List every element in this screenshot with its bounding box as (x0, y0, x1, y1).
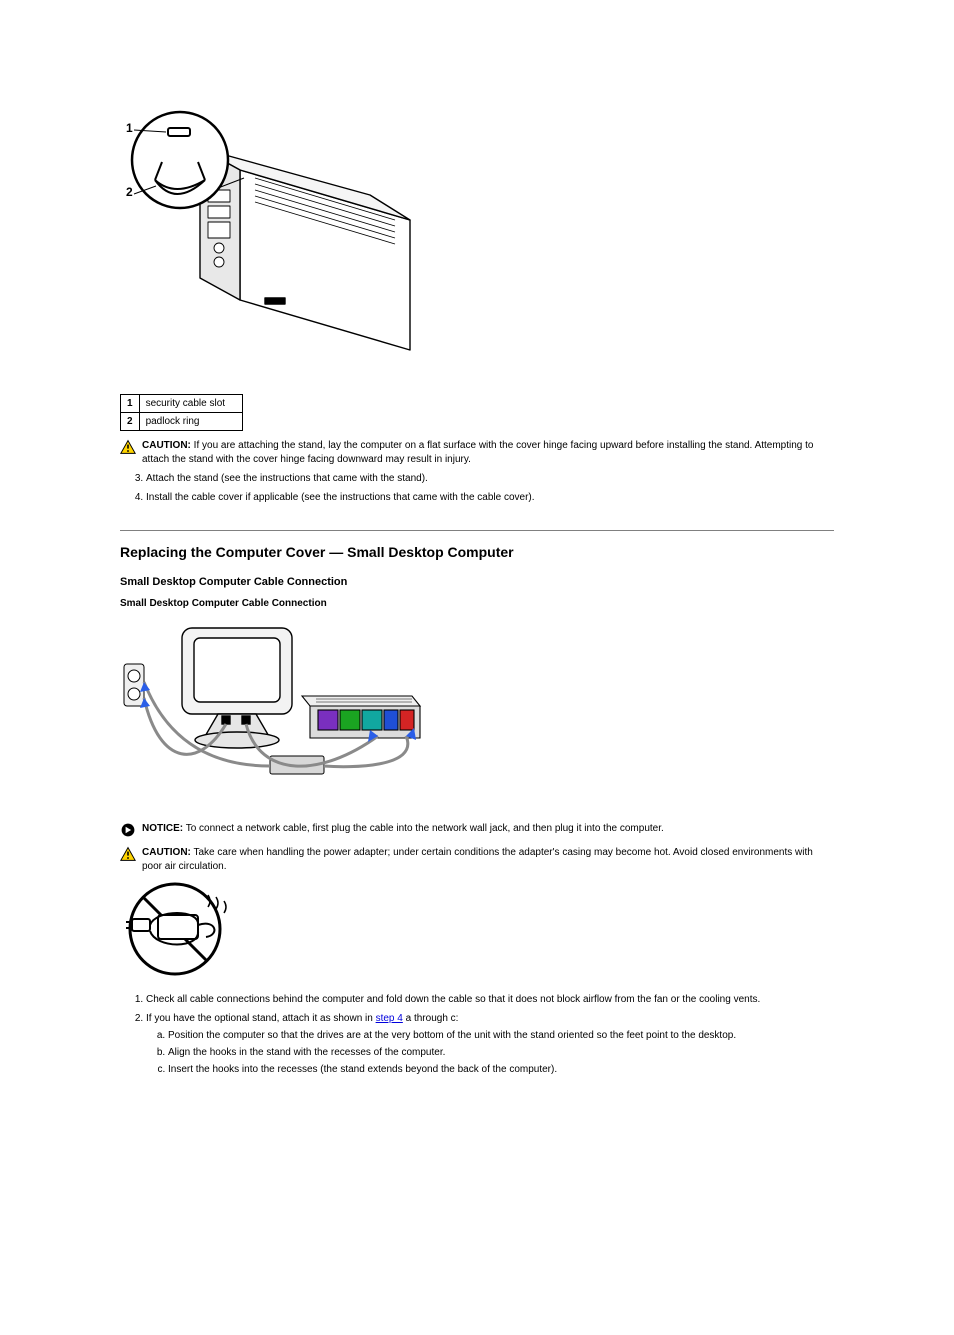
list-item: If you have the optional stand, attach i… (146, 1012, 834, 1076)
step-text-prefix: If you have the optional stand, attach i… (146, 1013, 376, 1024)
substep-text: Align the hooks in the stand with the re… (168, 1047, 445, 1058)
row-label: security cable slot (139, 395, 242, 413)
figure-cable-connection (120, 618, 834, 812)
caution-block: CAUTION: Take care when handling the pow… (120, 846, 834, 873)
figure-caption: Small Desktop Computer Cable Connection (120, 597, 834, 610)
caution-body: Take care when handling the power adapte… (142, 847, 813, 872)
figure-chassis-callout: 1 2 (120, 100, 834, 384)
caution-icon (120, 439, 136, 455)
list-item: Align the hooks in the stand with the re… (168, 1046, 834, 1059)
post-figure-steps: Check all cable connections behind the c… (120, 993, 834, 1076)
caution-text: CAUTION: Take care when handling the pow… (142, 846, 834, 873)
list-item: Install the cable cover if applicable (s… (146, 491, 834, 504)
step-text: Install the cable cover if applicable (s… (146, 492, 535, 503)
list-item: Insert the hooks into the recesses (the … (168, 1063, 834, 1076)
list-item: Attach the stand (see the instructions t… (146, 472, 834, 485)
notice-body: To connect a network cable, first plug t… (186, 823, 664, 834)
caution-icon (120, 846, 136, 862)
step-text: Attach the stand (see the instructions t… (146, 473, 428, 484)
step-text-after: a through c: (406, 1013, 459, 1024)
callout-1: 1 (126, 121, 133, 135)
notice-block: NOTICE: To connect a network cable, firs… (120, 822, 834, 838)
pre-rule-steps: Attach the stand (see the instructions t… (120, 472, 834, 504)
notice-label: NOTICE: (142, 823, 183, 834)
substep-text: Insert the hooks into the recesses (the … (168, 1064, 557, 1075)
caution-text: CAUTION: If you are attaching the stand,… (142, 439, 834, 466)
substep-list: Position the computer so that the drives… (146, 1029, 834, 1076)
table-row: 1 security cable slot (121, 395, 243, 413)
section-divider (120, 530, 834, 531)
cable-connection-svg (120, 618, 430, 808)
step4-link[interactable]: step 4 (376, 1013, 403, 1024)
section-title: Replacing the Computer Cover — Small Des… (120, 543, 834, 561)
callout-2: 2 (126, 185, 133, 199)
figure-do-not-coil (120, 879, 834, 983)
chassis-svg: 1 2 (120, 100, 420, 380)
caution-label: CAUTION: (142, 847, 191, 858)
row-num: 2 (127, 416, 133, 427)
row-num: 1 (127, 398, 133, 409)
caution-label: CAUTION: (142, 440, 191, 451)
list-item: Position the computer so that the drives… (168, 1029, 834, 1042)
do-not-coil-svg (120, 879, 240, 979)
notice-icon (120, 822, 136, 838)
list-item: Check all cable connections behind the c… (146, 993, 834, 1006)
step-text: Check all cable connections behind the c… (146, 994, 760, 1005)
parts-legend-table: 1 security cable slot 2 padlock ring (120, 394, 243, 431)
row-label: padlock ring (139, 413, 242, 431)
caution-body: If you are attaching the stand, lay the … (142, 440, 814, 465)
substep-text: Position the computer so that the drives… (168, 1030, 736, 1041)
caution-block: CAUTION: If you are attaching the stand,… (120, 439, 834, 466)
table-row: 2 padlock ring (121, 413, 243, 431)
notice-text: NOTICE: To connect a network cable, firs… (142, 822, 834, 836)
section-subtitle: Small Desktop Computer Cable Connection (120, 575, 834, 589)
